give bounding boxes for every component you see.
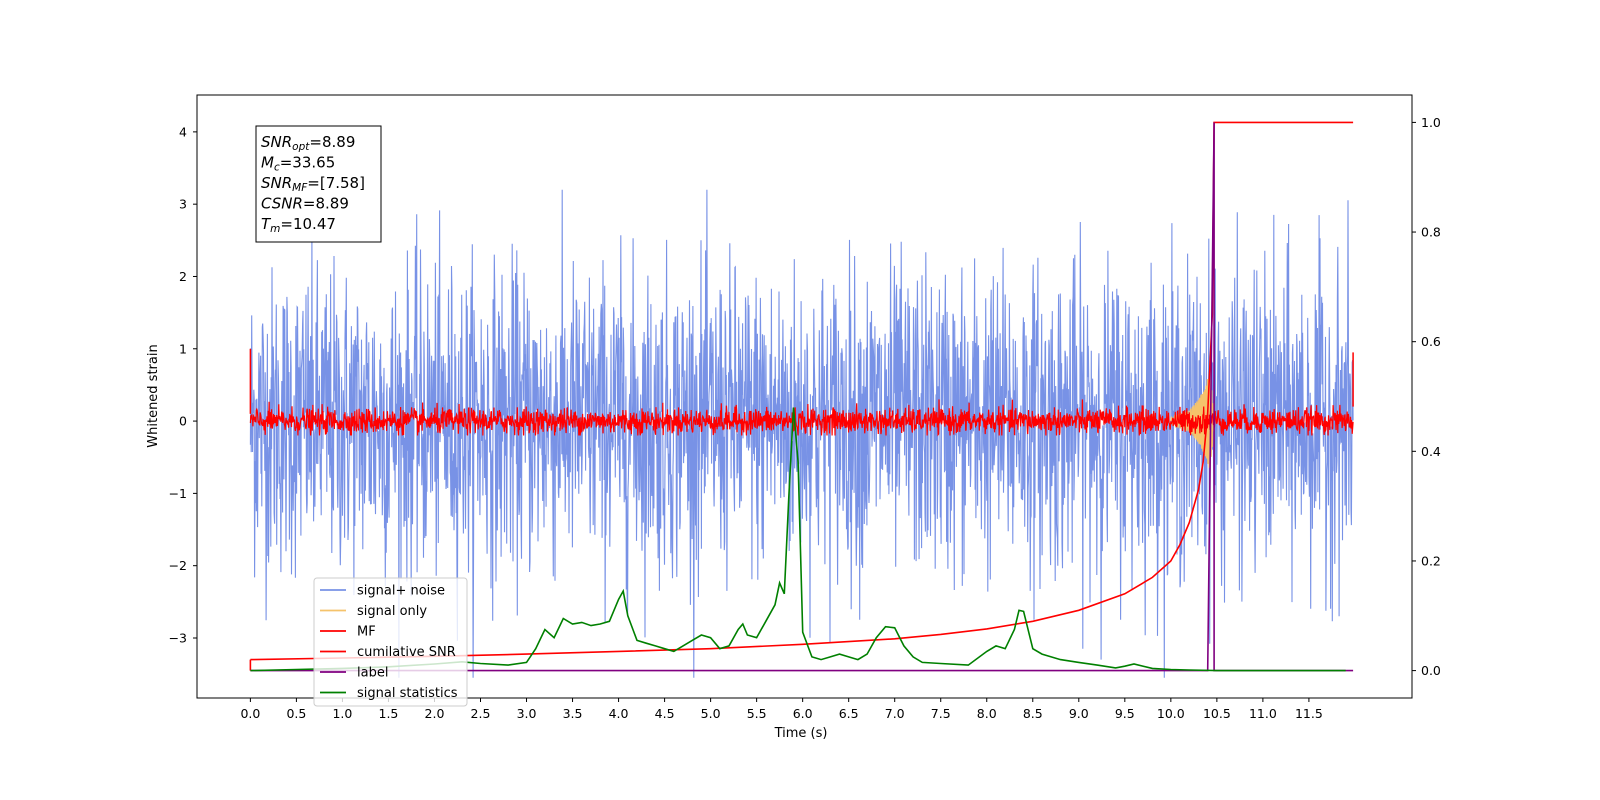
x-tick-label: 4.0	[609, 706, 629, 721]
series-mf	[249, 399, 1354, 437]
legend-entry: signal statistics	[357, 686, 458, 701]
y-axis-label: Whitened strain	[146, 344, 161, 447]
y2-tick-label: 1.0	[1421, 115, 1441, 130]
x-tick-label: 3.0	[517, 706, 537, 721]
y-tick-label: 1	[179, 341, 187, 356]
x-tick-label: 2.0	[425, 706, 445, 721]
legend: signal+ noise signal only MF cumilative SNR…	[313, 577, 468, 707]
stat-line: Mc=33.65	[261, 154, 335, 174]
y-tick-label: −2	[169, 558, 187, 573]
x-tick-label: 8.5	[1023, 706, 1043, 721]
x-tick-label: 0.5	[286, 706, 306, 721]
y2-tick-label: 0.0	[1421, 663, 1441, 678]
x-tick-label: 11.5	[1295, 706, 1323, 721]
x-tick-label: 10.0	[1157, 706, 1185, 721]
x-tick-label: 5.5	[747, 706, 767, 721]
x-tick-label: 2.5	[471, 706, 491, 721]
stat-line: Tm=10.47	[261, 215, 336, 235]
plot-frame	[196, 94, 1413, 699]
y-tick-label: 2	[179, 269, 187, 284]
x-tick-label: 9.5	[1115, 706, 1135, 721]
x-tick-label: 4.5	[655, 706, 675, 721]
x-tick-label: 6.5	[839, 706, 859, 721]
axes-layer: 0.0 0.5 1.0 1.5 2.0 2.5 3.0 3.5 4.0 4.5 5.0 5.5 6.0 6…	[169, 115, 1441, 721]
y2-tick-label: 0.6	[1421, 334, 1441, 349]
x-tick-label: 7.0	[885, 706, 905, 721]
y-tick-label: −1	[169, 486, 187, 501]
x-tick-label: 1.0	[332, 706, 352, 721]
x-axis-label: Time (s)	[774, 726, 828, 741]
x-tick-label: 5.0	[701, 706, 721, 721]
x-tick-label: 8.0	[977, 706, 997, 721]
x-tick-label: 1.5	[379, 706, 399, 721]
legend-entry: signal+ noise	[357, 584, 445, 599]
stat-line: SNRopt=8.89	[261, 133, 355, 153]
x-tick-label: 0.0	[240, 706, 260, 721]
x-tick-label: 11.0	[1249, 706, 1277, 721]
y2-tick-label: 0.4	[1421, 444, 1441, 459]
series-signal-noise	[249, 189, 1354, 678]
stat-line: CSNR=8.89	[261, 195, 349, 213]
stats-box-frame	[255, 125, 382, 243]
x-tick-label: 6.0	[793, 706, 813, 721]
plot-layer	[249, 121, 1354, 678]
x-tick-label: 10.5	[1203, 706, 1231, 721]
legend-entry: signal only	[357, 604, 427, 619]
y-tick-label: −3	[169, 630, 187, 645]
series-signal-only	[1170, 371, 1215, 468]
x-tick-label: 3.5	[563, 706, 583, 721]
legend-entry: label	[357, 666, 388, 681]
x-tick-label: 9.0	[1069, 706, 1089, 721]
series-signal-statistics	[250, 407, 1346, 672]
y-tick-label: 4	[179, 124, 187, 139]
y-tick-label: 0	[179, 414, 187, 429]
y-tick-label: 3	[179, 197, 187, 212]
stat-line: SNRMF=[7.58]	[261, 174, 365, 194]
y2-tick-label: 0.8	[1421, 225, 1441, 240]
legend-entry: MF	[357, 625, 376, 640]
y2-tick-label: 0.2	[1421, 553, 1441, 568]
x-tick-label: 7.5	[931, 706, 951, 721]
stats-box: SNRopt=8.89Mc=33.65SNRMF=[7.58]CSNR=8.89…	[255, 125, 382, 243]
legend-frame	[313, 577, 468, 707]
legend-entry: cumilative SNR	[357, 645, 456, 660]
